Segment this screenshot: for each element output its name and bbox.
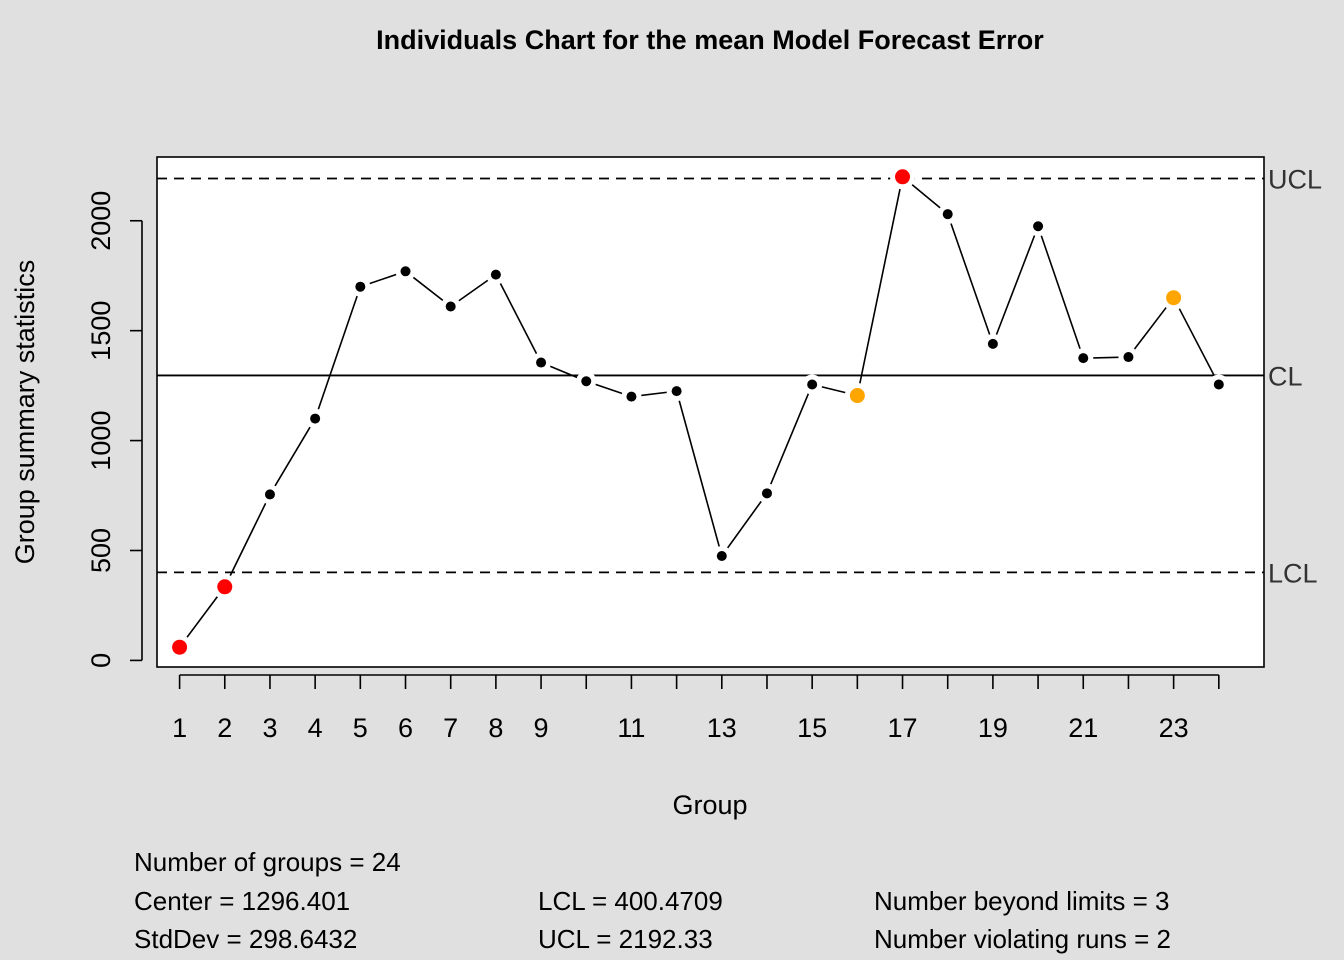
data-point-7 <box>445 301 456 312</box>
y-tick-label: 500 <box>86 528 116 573</box>
x-tick-label: 13 <box>707 713 737 743</box>
x-axis-label: Group <box>672 790 747 820</box>
x-tick-label: 5 <box>353 713 368 743</box>
data-point-21 <box>1078 353 1089 364</box>
x-tick-label: 9 <box>534 713 549 743</box>
data-point-17 <box>895 169 911 185</box>
data-point-2 <box>217 579 233 595</box>
data-point-18 <box>942 209 953 220</box>
data-point-8 <box>490 269 501 280</box>
plot-area <box>157 157 1264 667</box>
control-lines: UCL CL LCL <box>157 164 1322 588</box>
ucl-label: UCL <box>1268 164 1322 194</box>
x-tick-label: 19 <box>978 713 1008 743</box>
y-tick-label: 0 <box>86 653 116 668</box>
stat-center: Center = 1296.401 <box>134 886 350 916</box>
x-tick-label: 17 <box>888 713 918 743</box>
stat-stddev: StdDev = 298.6432 <box>134 924 357 954</box>
data-point-4 <box>310 413 321 424</box>
data-point-24 <box>1213 379 1224 390</box>
data-point-15 <box>807 379 818 390</box>
data-point-12 <box>671 386 682 397</box>
series-segment <box>721 492 768 557</box>
data-point-23 <box>1166 290 1182 306</box>
series-segment <box>992 225 1039 345</box>
plot-frame <box>156 156 1265 668</box>
series-segment <box>224 494 271 588</box>
x-tick-label: 11 <box>617 713 645 743</box>
x-tick-label: 15 <box>797 713 827 743</box>
data-point-19 <box>987 338 998 349</box>
series-segment <box>766 384 813 494</box>
x-tick-label: 4 <box>308 713 323 743</box>
data-point-6 <box>400 266 411 277</box>
data-point-20 <box>1033 221 1044 232</box>
x-tick-label: 3 <box>262 713 277 743</box>
x-tick-label: 7 <box>443 713 458 743</box>
data-point-22 <box>1123 352 1134 363</box>
x-tick-label: 8 <box>488 713 503 743</box>
y-axis-label: Group summary statistics <box>10 260 40 565</box>
data-series <box>167 164 1229 660</box>
x-tick-label: 2 <box>217 713 232 743</box>
stat-beyond-limits: Number beyond limits = 3 <box>874 886 1170 916</box>
stat-groups: Number of groups = 24 <box>134 847 401 877</box>
series-segment <box>1172 297 1220 385</box>
x-tick-label: 23 <box>1159 713 1189 743</box>
y-tick-label: 2000 <box>86 191 116 251</box>
series-segment <box>675 390 723 557</box>
y-tick-label: 1000 <box>86 411 116 471</box>
data-point-3 <box>264 489 275 500</box>
data-point-9 <box>536 357 547 368</box>
x-tick-label: 21 <box>1068 713 1098 743</box>
series-segment <box>314 286 362 419</box>
data-point-13 <box>716 550 727 561</box>
x-tick-label: 6 <box>398 713 413 743</box>
stat-lcl: LCL = 400.4709 <box>538 886 723 916</box>
x-axis: 1 2 3 4 5 6 7 8 9 11 13 15 17 19 21 23 <box>172 674 1220 743</box>
stat-ucl: UCL = 2192.33 <box>538 924 713 954</box>
cl-label: CL <box>1268 361 1303 391</box>
series-segment <box>1037 225 1085 359</box>
y-tick-label: 1500 <box>86 301 116 361</box>
data-point-5 <box>355 281 366 292</box>
data-point-10 <box>581 376 592 387</box>
summary-stats: Number of groups = 24 Center = 1296.401 … <box>134 847 1171 954</box>
stat-violating-runs: Number violating runs = 2 <box>874 924 1171 954</box>
data-point-11 <box>626 391 637 402</box>
data-point-14 <box>761 488 772 499</box>
data-point-1 <box>172 639 188 655</box>
series-segment <box>856 176 904 396</box>
series-segment <box>495 274 542 363</box>
x-tick-label: 1 <box>172 713 187 743</box>
lcl-label: LCL <box>1268 558 1318 588</box>
y-axis: 0 500 1000 1500 2000 <box>86 191 143 668</box>
series-segment <box>269 418 316 495</box>
series-segment <box>178 586 226 648</box>
chart-title: Individuals Chart for the mean Model For… <box>376 25 1044 55</box>
data-point-16 <box>849 388 865 404</box>
series-segment <box>946 213 994 345</box>
